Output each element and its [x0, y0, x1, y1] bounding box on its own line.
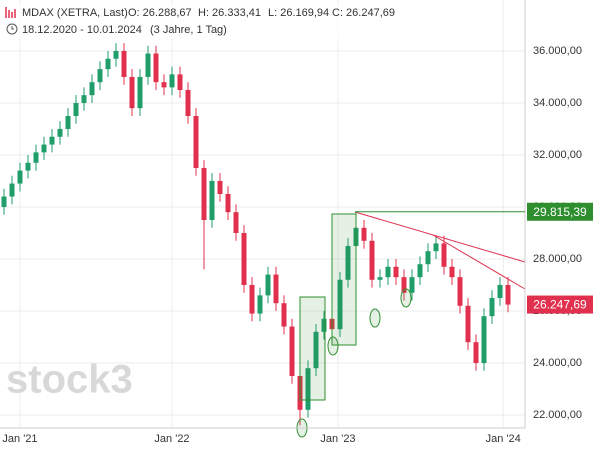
candle-body: [401, 277, 407, 293]
candle-body: [233, 212, 239, 233]
candle-body: [417, 264, 423, 278]
candle-body: [497, 284, 503, 298]
icon: [11, 26, 14, 30]
box: [299, 296, 326, 401]
candle-body: [225, 193, 231, 213]
candle-body: [153, 53, 159, 83]
candle-body: [481, 316, 487, 363]
icon: [6, 23, 18, 35]
drawings: [296, 213, 412, 438]
candle-body: [209, 180, 215, 220]
candle-body: [89, 82, 95, 96]
candle-body: [321, 318, 327, 332]
y-tick-label: 36.000,00: [533, 45, 582, 57]
x-tick-label: Jan '21: [2, 433, 37, 445]
candle-body: [441, 243, 447, 267]
candle-body: [281, 303, 287, 327]
ellipse: [327, 336, 339, 356]
candle-body: [265, 274, 271, 296]
trend-line: [432, 234, 526, 290]
candle-body: [505, 284, 511, 305]
header-title: MDAX (XETRA, Last): [22, 7, 128, 19]
y-tick-label: 28.000,00: [533, 253, 582, 265]
candle-body: [193, 115, 199, 168]
candle-body: [249, 284, 255, 314]
candle-body: [257, 295, 263, 314]
candle-body: [81, 95, 87, 103]
icon: [5, 7, 16, 18]
candle-body: [33, 152, 39, 163]
candle-body: [473, 342, 479, 363]
candle-body: [313, 331, 319, 369]
price-tags: 29.815,39 26.247,69: [355, 202, 593, 314]
subtitle: 18.12.2020 - 10.01.2024: [22, 24, 142, 36]
ellipse: [369, 308, 381, 328]
ohlc: H: 26.333,41: [198, 7, 261, 19]
ohlc: C: 26.247,69: [332, 7, 395, 19]
candle-body: [41, 144, 47, 153]
candle-body: [393, 266, 399, 278]
ohlc: L: 26.169,94: [268, 7, 329, 19]
price-tag-label: 29.815,39: [533, 205, 587, 219]
candle-body: [457, 277, 463, 306]
candle-body: [385, 266, 391, 278]
candle-body: [73, 102, 79, 116]
candle-body: [425, 251, 431, 265]
candle-body: [489, 297, 495, 317]
price-tag-label: 26.247,69: [533, 298, 587, 312]
candle-body: [289, 326, 295, 376]
candle-body: [169, 74, 175, 88]
y-tick-label: 34.000,00: [533, 97, 582, 109]
period: (3 Jahre, 1 Tag): [150, 24, 227, 36]
candle-body: [97, 69, 103, 83]
candle-body: [449, 266, 455, 278]
x-tick-label: Jan '24: [486, 433, 521, 445]
candle-body: [409, 277, 415, 293]
candle-body: [9, 183, 15, 197]
candle-body: [57, 128, 63, 137]
candle-body: [465, 305, 471, 343]
candle-body: [177, 74, 183, 90]
ohlc: O: 26.288,67: [128, 7, 192, 19]
y-tick-label: 32.000,00: [533, 149, 582, 161]
trend-line: [354, 211, 526, 263]
candle-body: [129, 76, 135, 109]
candle-body: [121, 50, 127, 77]
candle-body: [345, 245, 351, 280]
header-bg: [0, 3, 400, 39]
x-tick-label: Jan '22: [154, 433, 189, 445]
box: [331, 213, 357, 346]
candle-body: [217, 180, 223, 194]
ellipse: [400, 288, 412, 308]
candle-body: [105, 58, 111, 70]
y-tick-label: 24.000,00: [533, 357, 582, 369]
candle-body: [137, 76, 143, 109]
candle-body: [17, 170, 23, 184]
price-tag: [527, 202, 593, 221]
y-tick-label: 22.000,00: [533, 409, 582, 421]
x-tick-label: Jan '23: [320, 433, 355, 445]
candle-body: [25, 162, 31, 171]
price-tag: [527, 295, 593, 314]
candle-body: [273, 274, 279, 304]
candle-body: [185, 89, 191, 116]
candle-body: [113, 50, 119, 59]
candle-body: [1, 196, 7, 207]
candle-body: [337, 279, 343, 330]
candle-body: [433, 243, 439, 252]
candle-body: [361, 227, 367, 241]
candle-body: [161, 82, 167, 88]
candle-body: [305, 368, 311, 410]
candle-body: [377, 277, 383, 280]
watermark: stock3: [6, 358, 133, 402]
candle-body: [201, 167, 207, 220]
candle-body: [241, 232, 247, 285]
candle-body: [49, 136, 55, 145]
candle-body: [145, 53, 151, 77]
candle-body: [369, 240, 375, 280]
candle-body: [65, 115, 71, 129]
